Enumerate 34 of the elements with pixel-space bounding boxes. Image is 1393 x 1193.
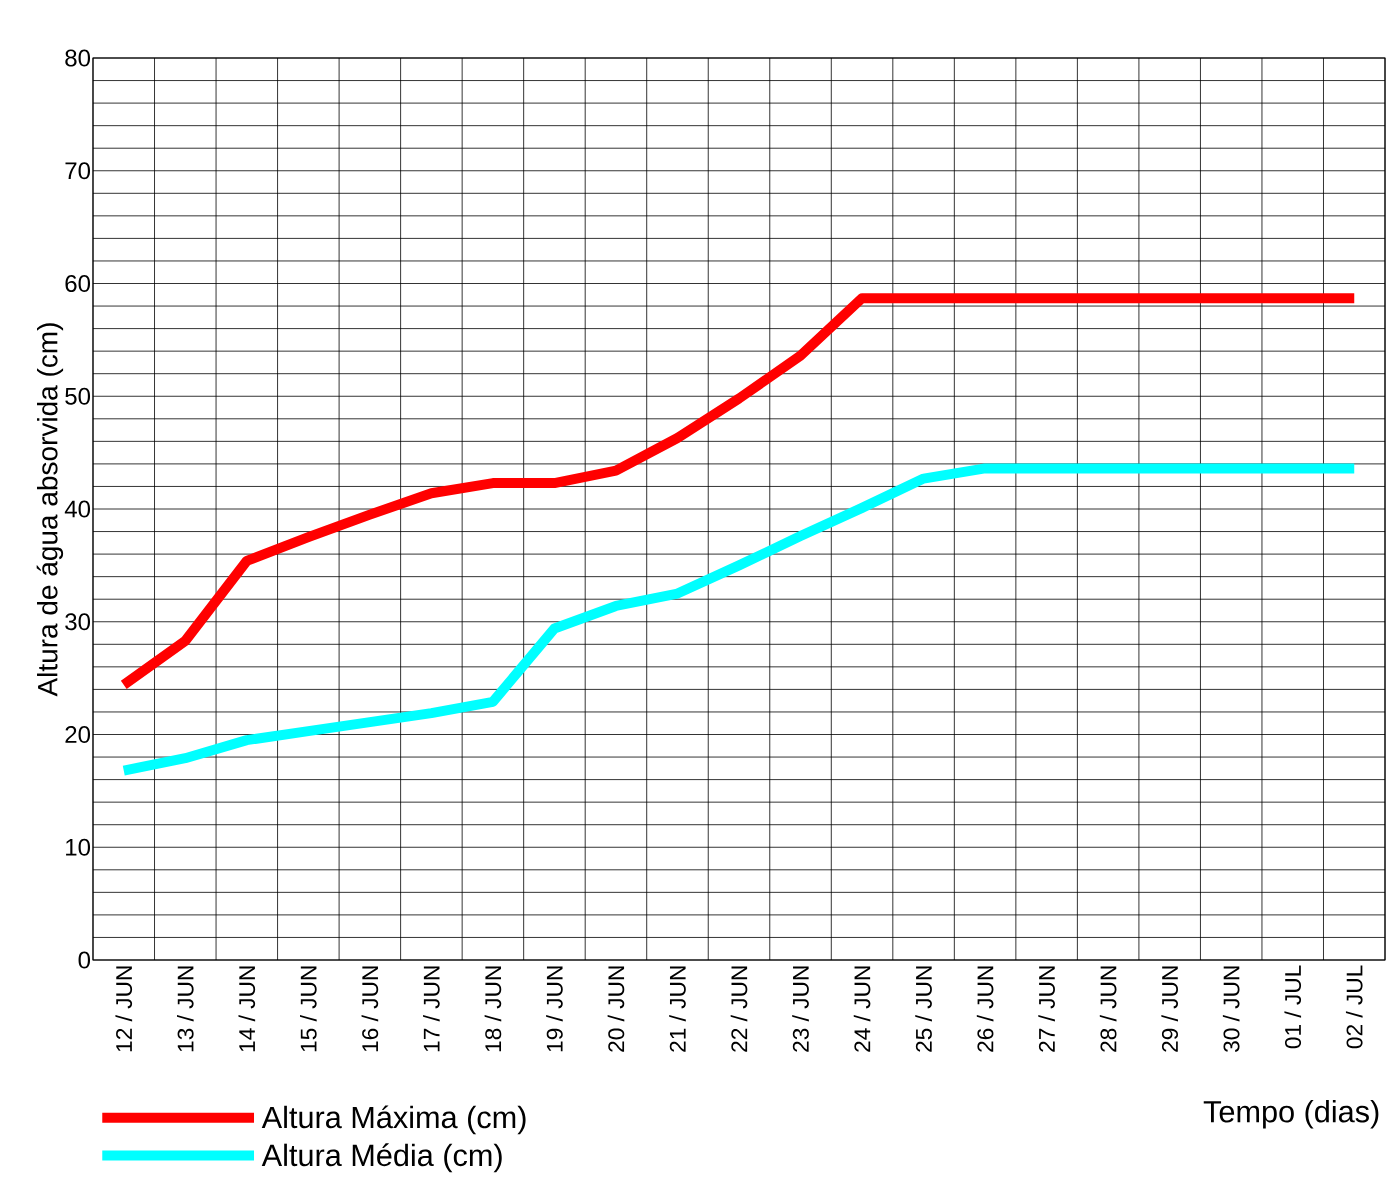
y-tick-label: 30 bbox=[65, 613, 91, 631]
x-tick-label: 16 / JUN bbox=[361, 966, 379, 1052]
x-tick-label: 15 / JUN bbox=[300, 966, 317, 1052]
x-tick-label: 23 / JUN bbox=[792, 966, 809, 1052]
x-tick-label: 24 / JUN bbox=[853, 966, 871, 1052]
y-tick-label: 60 bbox=[65, 275, 91, 292]
x-tick-label: 26 / JUN bbox=[976, 966, 994, 1052]
x-tick-label: 27 / JUN bbox=[1038, 966, 1055, 1052]
x-tick-label: 22 / JUN bbox=[730, 966, 748, 1052]
x-tick-label: 17 / JUN bbox=[423, 966, 440, 1052]
legend-label: Altura Média (cm) bbox=[261, 1143, 502, 1173]
x-axis-title: Tempo (dias) bbox=[1203, 1100, 1379, 1129]
y-tick-label: 50 bbox=[65, 387, 91, 405]
x-tick-label: 01 / JUL bbox=[1284, 965, 1302, 1049]
y-tick-label: 80 bbox=[65, 49, 91, 67]
x-tick-label: 30 / JUN bbox=[1222, 966, 1240, 1053]
legend-label: Altura Máxima (cm) bbox=[261, 1105, 526, 1135]
x-tick-label: 29 / JUN bbox=[1161, 966, 1179, 1052]
x-tick-label: 02 / JUL bbox=[1345, 965, 1363, 1049]
x-tick-label: 19 / JUN bbox=[546, 966, 563, 1052]
y-tick-label: 0 bbox=[78, 951, 91, 969]
y-axis-title: Altura de água absorvida (cm) bbox=[36, 323, 64, 697]
x-tick-label: 12 / JUN bbox=[115, 966, 133, 1052]
x-tick-label: 21 / JUN bbox=[669, 966, 686, 1052]
y-tick-label: 70 bbox=[65, 162, 91, 180]
y-tick-label: 40 bbox=[64, 500, 91, 518]
y-tick-label: 20 bbox=[65, 725, 91, 743]
x-tick-label: 28 / JUN bbox=[1099, 966, 1117, 1052]
x-tick-label: 14 / JUN bbox=[238, 966, 256, 1052]
y-tick-label: 10 bbox=[66, 838, 91, 856]
x-tick-label: 25 / JUN bbox=[915, 966, 932, 1052]
x-tick-label: 20 / JUN bbox=[607, 966, 625, 1052]
x-tick-label: 18 / JUN bbox=[484, 966, 502, 1052]
x-tick-label: 13 / JUN bbox=[176, 966, 194, 1052]
